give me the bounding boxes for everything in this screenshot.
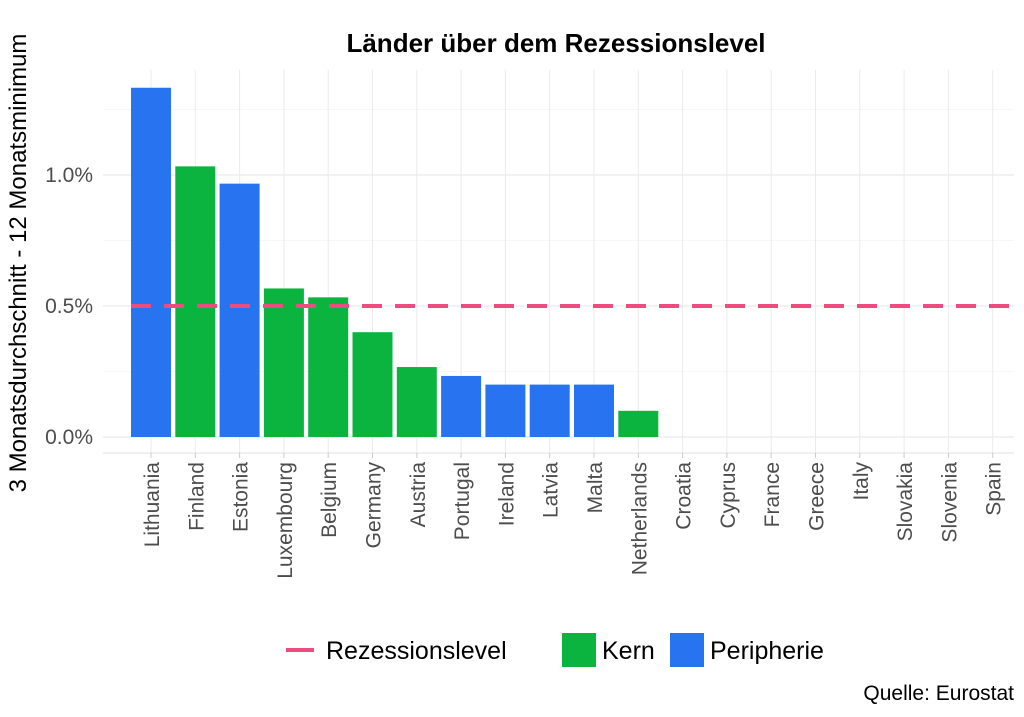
legend-label-kern: Kern: [602, 637, 655, 665]
y-tick-label: 1.0%: [45, 164, 93, 187]
bar-belgium: [308, 297, 349, 437]
bar-finland: [175, 166, 216, 437]
bar-netherlands: [618, 410, 659, 437]
y-tick-label: 0.0%: [45, 426, 93, 449]
legend: Rezessionslevel Kern Peripherie: [286, 633, 824, 667]
x-tick-label-netherlands: Netherlands: [628, 462, 651, 575]
bar-malta: [574, 384, 614, 437]
legend-label-peripherie: Peripherie: [710, 637, 824, 665]
x-tick-label-slovenia: Slovenia: [938, 462, 961, 543]
bar-portugal: [441, 375, 482, 437]
x-tick-label-finland: Finland: [185, 462, 208, 531]
bar-estonia: [219, 183, 260, 437]
bars: [131, 87, 659, 437]
x-tick-label-latvia: Latvia: [540, 462, 563, 518]
legend-label-rezessionslevel: Rezessionslevel: [326, 637, 507, 665]
x-tick-label-cyprus: Cyprus: [717, 462, 740, 529]
caption: Quelle: Eurostat: [863, 682, 1014, 705]
x-tick-label-italy: Italy: [850, 462, 873, 501]
x-tick-label-belgium: Belgium: [318, 462, 341, 538]
x-tick-label-slovakia: Slovakia: [894, 462, 917, 542]
bar-ireland: [485, 384, 526, 437]
x-tick-label-greece: Greece: [806, 462, 829, 531]
bar-latvia: [529, 384, 570, 437]
x-axis-ticks: Lithuania Finland Estonia Luxembourg Belgium…: [141, 453, 1006, 579]
bar-germany: [352, 332, 393, 437]
bar-lithuania: [131, 87, 171, 437]
bar-austria: [396, 367, 437, 437]
x-tick-label-germany: Germany: [363, 462, 386, 549]
legend-key-peripherie: [670, 633, 704, 667]
x-tick-label-lithuania: Lithuania: [141, 462, 164, 548]
x-tick-label-malta: Malta: [584, 462, 607, 514]
x-tick-label-croatia: Croatia: [673, 462, 696, 530]
x-tick-label-france: France: [761, 462, 784, 527]
x-tick-label-ireland: Ireland: [495, 462, 518, 526]
x-tick-label-austria: Austria: [407, 462, 430, 528]
x-tick-label-estonia: Estonia: [230, 462, 253, 532]
x-tick-label-luxembourg: Luxembourg: [274, 462, 297, 579]
y-axis-label: 3 Monatsdurchschnitt - 12 Monatsminimum: [5, 34, 32, 493]
x-tick-label-portugal: Portugal: [451, 462, 474, 540]
y-tick-label: 0.5%: [45, 295, 93, 318]
bar-luxembourg: [263, 288, 304, 437]
x-tick-label-spain: Spain: [983, 462, 1006, 516]
chart-title: Länder über dem Rezessionslevel: [346, 28, 765, 58]
y-axis-ticks: 0.0% 0.5% 1.0%: [45, 164, 93, 449]
legend-key-kern: [562, 633, 596, 667]
